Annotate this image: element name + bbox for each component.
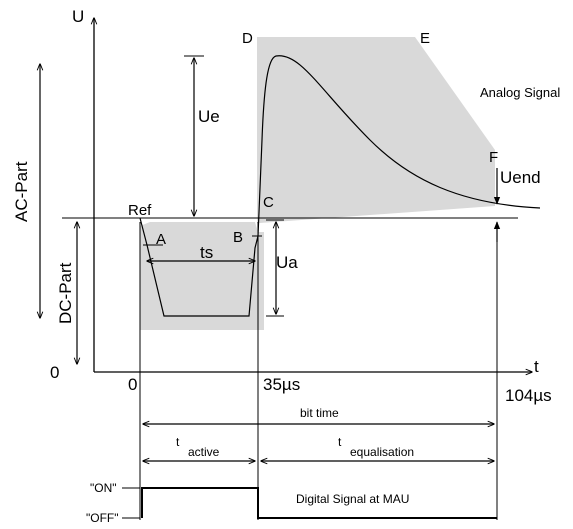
on-level-label: "ON": [90, 481, 117, 495]
analog-signal-label: Analog Signal: [480, 85, 560, 100]
t-equalisation-t: t: [338, 435, 342, 449]
ua-label: Ua: [276, 253, 298, 272]
point-a-label: A: [156, 231, 166, 248]
y-axis-label: U: [72, 7, 84, 26]
t-active-t: t: [176, 435, 180, 449]
ts-label: ts: [200, 243, 213, 262]
t-equalisation-sub: equalisation: [350, 445, 414, 459]
bit-time-label: bit time: [300, 406, 339, 420]
upper-tolerance-mask: [257, 37, 495, 223]
point-d-label: D: [242, 30, 253, 47]
digital-signal-caption: Digital Signal at MAU: [296, 492, 409, 506]
x-tick-104: 104µs: [505, 386, 552, 405]
point-ref-label: Ref: [128, 202, 152, 219]
dc-part-label: DC-Part: [56, 262, 75, 324]
x-axis-label: t: [534, 357, 539, 376]
origin-label: 0: [50, 363, 59, 382]
x-tick-35: 35µs: [263, 375, 300, 394]
point-b-label: B: [233, 229, 243, 246]
ue-label: Ue: [198, 107, 220, 126]
point-c-label: C: [263, 194, 274, 211]
t-active-sub: active: [188, 445, 220, 459]
x-tick-0: 0: [128, 375, 137, 394]
off-level-label: "OFF": [86, 511, 119, 525]
uend-label: Uend: [500, 168, 541, 187]
point-e-label: E: [420, 30, 430, 47]
digital-waveform: [141, 487, 497, 519]
analog-waveform: [139, 55, 541, 317]
lower-tolerance-mask: [140, 222, 264, 330]
point-f-label: F: [489, 149, 498, 166]
ac-part-label: AC-Part: [12, 161, 31, 222]
